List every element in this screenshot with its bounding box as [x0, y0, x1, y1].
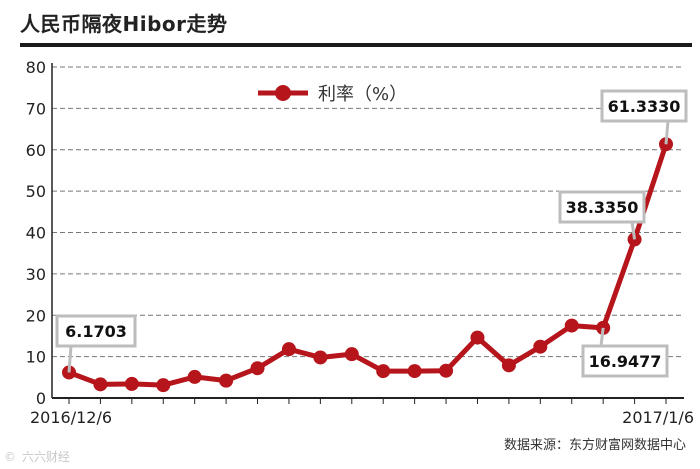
data-point	[156, 378, 171, 393]
annotation-box	[55, 314, 137, 348]
source-note: 数据来源：东方财富网数据中心	[503, 438, 686, 453]
data-point	[313, 350, 328, 365]
data-point	[533, 339, 548, 354]
data-point	[219, 373, 234, 388]
data-point	[501, 358, 516, 373]
annotation-label: 16.9477	[589, 352, 662, 371]
axes: 0 10 20 30 40 50 60 70 80 2016/12/6 2017/1/6	[26, 58, 694, 427]
annotation-label: 6.1703	[65, 322, 127, 341]
y-tick-label: 70	[26, 99, 46, 118]
data-point	[250, 361, 265, 376]
y-tick-label: 10	[26, 348, 46, 367]
series-line	[62, 137, 673, 393]
annotation-pointer	[67, 345, 73, 373]
data-point	[344, 347, 359, 362]
title-divider	[20, 43, 692, 47]
annotation-label: 61.3330	[608, 97, 681, 116]
data-point	[187, 369, 202, 384]
data-point	[564, 318, 579, 333]
data-point	[124, 376, 139, 391]
y-tick-label: 20	[26, 306, 46, 325]
annotation-pointer	[630, 221, 637, 240]
data-annotations: 6.1703 16.9477 38.3350 61.3330	[55, 89, 688, 378]
watermark-logo-icon: ©	[4, 450, 16, 464]
annotation-box	[581, 344, 669, 378]
grid-lines	[52, 66, 684, 358]
watermark-text: 六六财经	[21, 450, 70, 464]
annotation-pointer	[599, 327, 605, 347]
annotation-label: 38.3350	[566, 198, 639, 217]
x-tick-label: 2017/1/6	[622, 408, 694, 427]
data-point	[470, 330, 485, 345]
data-point	[281, 342, 296, 357]
annotation-pointer	[664, 120, 670, 145]
y-tick-label: 30	[26, 265, 46, 284]
watermark: © 六六财经	[4, 448, 70, 465]
legend: 利率（%）	[258, 84, 407, 105]
y-tick-label: 0	[36, 389, 46, 408]
y-tick-label: 40	[26, 224, 46, 243]
annotation-box	[558, 190, 646, 224]
y-tick-label: 50	[26, 182, 46, 201]
y-tick-label: 60	[26, 141, 46, 160]
data-point	[93, 377, 108, 392]
legend-marker	[275, 85, 291, 101]
series-polyline	[68, 143, 669, 388]
chart-title: 人民币隔夜Hibor走势	[20, 12, 228, 36]
data-point	[376, 364, 391, 379]
data-point	[439, 363, 454, 378]
annotation-box	[600, 89, 688, 123]
data-point	[407, 364, 422, 379]
y-tick-label: 80	[26, 58, 46, 77]
legend-label: 利率（%）	[318, 84, 407, 105]
x-tick-label: 2016/12/6	[30, 408, 112, 427]
